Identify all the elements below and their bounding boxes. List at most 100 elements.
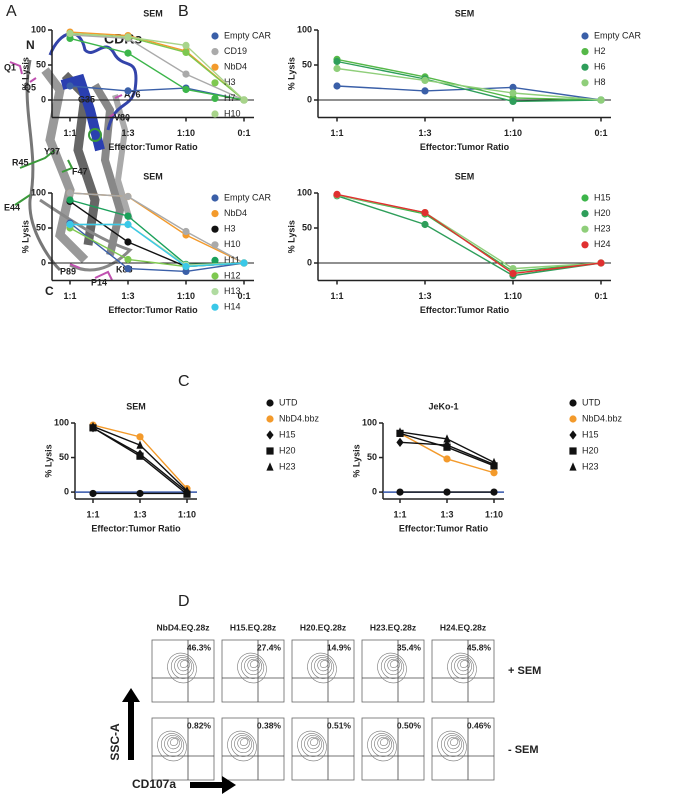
contour [454, 657, 472, 676]
data-point [597, 259, 605, 267]
legend-marker [211, 225, 219, 233]
legend-label: H24 [594, 239, 611, 249]
x-tick-label: 0:1 [594, 128, 607, 138]
legend-label: UTD [279, 397, 298, 407]
data-point [509, 89, 517, 97]
contour [440, 733, 465, 757]
legend-marker [211, 110, 219, 118]
legend-marker [569, 399, 577, 407]
contour [157, 730, 187, 762]
panel-label: A [6, 3, 17, 20]
y-axis-label: % Lysis [20, 220, 30, 253]
y-tick-label: 0 [41, 94, 46, 104]
line-chart: JeKo-1 0 50 100 1:1 1:3 1:10 Effector:Tumor Rat… [351, 397, 622, 533]
legend-marker [569, 415, 577, 423]
x-tick-label: 1:1 [393, 509, 406, 519]
series-line [69, 34, 245, 101]
contour [367, 730, 397, 762]
legend-marker [211, 272, 219, 280]
flow-row-label: + SEM [508, 665, 541, 677]
contour [384, 657, 402, 676]
y-tick-label: 100 [297, 187, 312, 197]
data-point [124, 238, 132, 246]
legend-label: H15 [594, 192, 611, 202]
x-tick-label: 1:10 [485, 509, 503, 519]
x-tick-label: 1:3 [133, 509, 146, 519]
residue-label: E44 [4, 202, 20, 212]
legend-label: H8 [594, 77, 606, 87]
contour [317, 658, 330, 672]
contour [244, 657, 262, 676]
x-tick-label: 1:10 [504, 291, 522, 301]
data-point [509, 83, 517, 91]
data-point [124, 212, 132, 220]
y-axis-label: % Lysis [351, 444, 361, 477]
y-tick-label: 100 [54, 417, 69, 427]
x-tick-label: 1:10 [177, 291, 195, 301]
data-point [66, 220, 74, 229]
legend-marker [211, 48, 219, 56]
legend-marker [211, 63, 219, 71]
x-tick-label: 1:1 [330, 291, 343, 301]
legend-marker [266, 430, 274, 440]
x-axis-label: Effector:Tumor Ratio [108, 305, 198, 315]
contour [304, 735, 322, 754]
residue-label: A76 [124, 89, 141, 99]
arrow [190, 776, 236, 794]
residue-label: P14 [91, 277, 107, 287]
legend-marker [581, 194, 589, 202]
legend-label: H15 [279, 429, 296, 439]
flow-plot: 14.9% [291, 639, 355, 703]
contour [227, 730, 257, 762]
legend-label: H23 [279, 461, 296, 471]
legend-label: H11 [224, 255, 240, 265]
contour [234, 735, 252, 754]
series-line [69, 222, 245, 273]
legend-marker [211, 194, 219, 202]
flow-column-label: H20.EQ.28z [300, 622, 346, 632]
y-tick-label: 50 [302, 222, 312, 232]
flow-percent: 0.50% [397, 720, 422, 730]
data-point [509, 269, 517, 278]
line-chart: SEM 0 50 100 1:1 1:3 1:10 0:1 Effector:Tumor Rat… [286, 8, 641, 152]
data-point [333, 190, 341, 198]
legend-label: H20 [594, 208, 611, 218]
series-line [336, 60, 602, 103]
data-point [509, 97, 517, 105]
legend-marker [211, 94, 219, 102]
y-tick-label: 100 [297, 24, 312, 34]
contour [380, 655, 405, 679]
data-point [182, 41, 190, 50]
contour [447, 652, 477, 684]
chart-title: SEM [143, 8, 163, 18]
contour [180, 660, 189, 668]
panel-label: C [178, 373, 190, 390]
data-point [396, 488, 404, 496]
y-tick-label: 0 [307, 257, 312, 267]
legend-marker [581, 79, 589, 87]
data-point [124, 265, 132, 273]
legend-label: H13 [224, 286, 241, 296]
data-point [182, 227, 190, 236]
legend-label: H15 [582, 429, 599, 439]
flow-percent: 0.82% [187, 720, 212, 730]
chart-title: JeKo-1 [428, 401, 458, 411]
flow-percent: 0.38% [257, 720, 282, 730]
data-point [124, 192, 132, 201]
series-line [69, 32, 245, 101]
series-line [70, 223, 245, 268]
data-point [124, 33, 132, 41]
y-tick-label: 50 [302, 59, 312, 69]
residue-label: K88 [116, 264, 133, 274]
data-point [240, 259, 248, 267]
contour [390, 660, 399, 668]
legend-marker [581, 48, 589, 56]
y-tick-label: 0 [41, 257, 46, 267]
flow-percent: 27.4% [257, 642, 282, 652]
data-point [421, 87, 429, 95]
legend-label: H3 [224, 224, 236, 234]
data-point [182, 70, 190, 78]
terminus-label: C [45, 284, 54, 298]
chart-title: SEM [126, 401, 146, 411]
